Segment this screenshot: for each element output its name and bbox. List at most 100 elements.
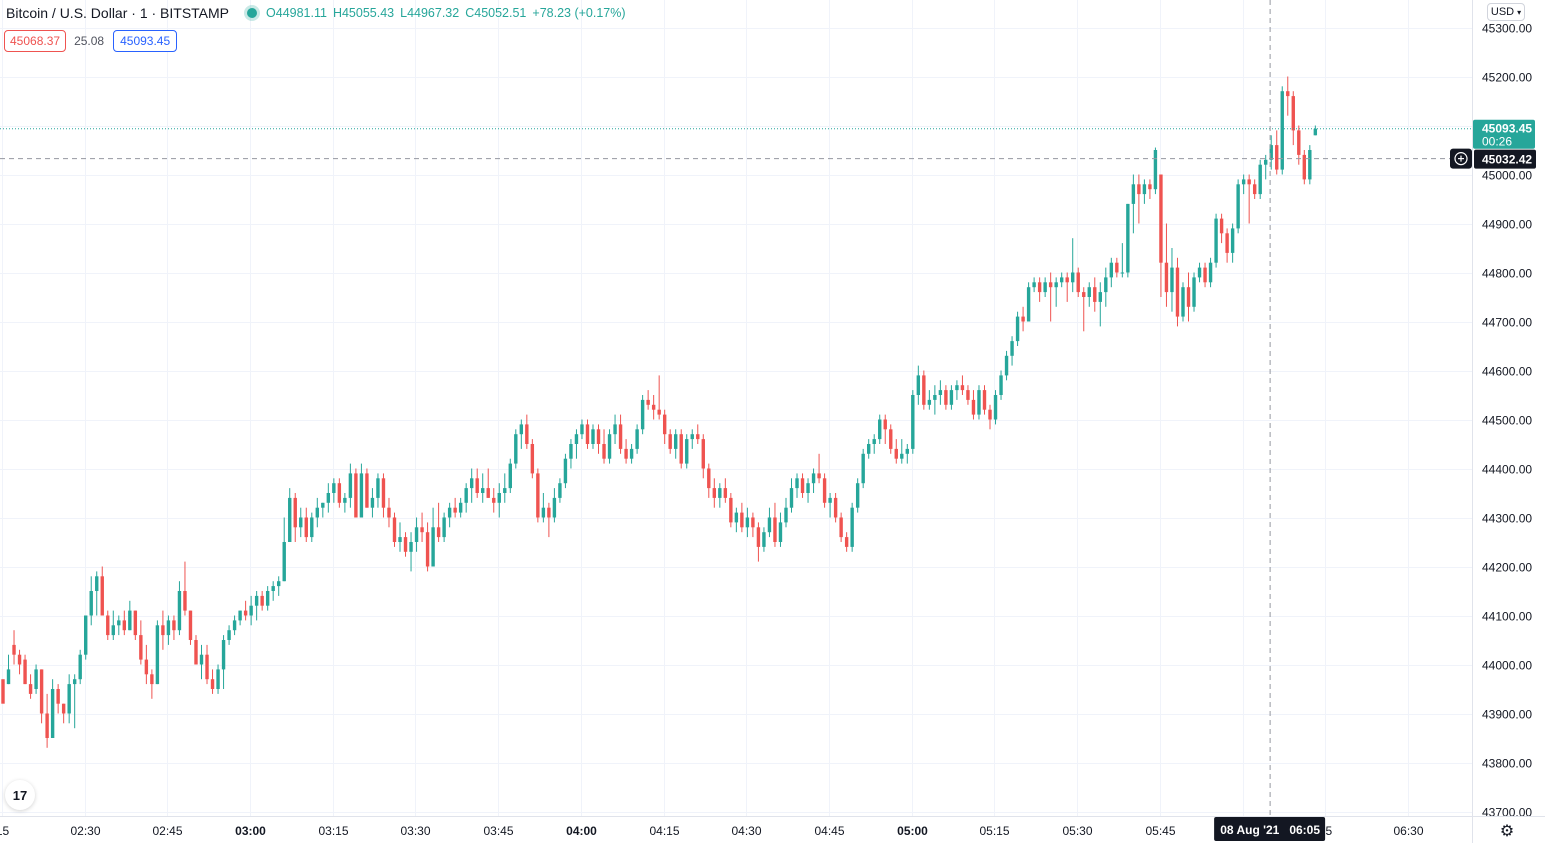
- buy-price-button[interactable]: 45093.45: [113, 30, 178, 52]
- candle: [188, 610, 193, 645]
- candle: [960, 375, 965, 395]
- time-axis[interactable]: 15 02:30 02:45 03:00 03:15 03:30 03:45 04:00 04:…: [0, 816, 1545, 839]
- x-tick-label: 15: [0, 824, 9, 838]
- candle-body: [696, 434, 700, 440]
- candle-body: [376, 478, 380, 498]
- candle-body: [458, 502, 463, 513]
- candle: [23, 654, 27, 685]
- y-tick-label: 43800.00: [1482, 757, 1532, 771]
- candle-body: [591, 429, 595, 444]
- candle: [629, 444, 634, 464]
- candle: [1308, 145, 1312, 185]
- candle: [1286, 76, 1290, 116]
- candle-body: [624, 448, 628, 459]
- candle-body: [265, 591, 270, 606]
- candle: [293, 493, 297, 542]
- candle-body: [310, 517, 314, 538]
- candle: [674, 429, 678, 459]
- candle-body: [188, 610, 193, 640]
- candle-body: [481, 488, 485, 493]
- candle-body: [685, 439, 689, 464]
- candle-body: [1297, 130, 1301, 155]
- y-tick-label: 44500.00: [1482, 414, 1532, 428]
- candle-body: [1087, 287, 1091, 297]
- market-status-dot-icon[interactable]: [247, 8, 258, 18]
- candle-body: [1275, 145, 1279, 170]
- candle-body: [464, 488, 468, 503]
- candle: [6, 654, 11, 685]
- candle-body: [321, 502, 325, 508]
- candle-body: [1181, 287, 1185, 317]
- gear-icon[interactable]: ⚙: [1499, 823, 1515, 840]
- candle-body: [1104, 277, 1108, 293]
- candle-body: [646, 399, 650, 405]
- candle-body: [78, 654, 82, 680]
- y-tick-label: 45000.00: [1482, 169, 1532, 183]
- tradingview-logo-icon[interactable]: 17: [5, 780, 35, 810]
- y-tick-label: 44400.00: [1482, 463, 1532, 477]
- candle: [1120, 243, 1125, 278]
- candle: [265, 586, 270, 611]
- candle: [1291, 91, 1295, 146]
- candle: [84, 615, 88, 660]
- candle: [602, 429, 606, 464]
- candle-body: [254, 595, 259, 606]
- candle: [1048, 272, 1053, 322]
- currency-dropdown[interactable]: USD ▾: [1487, 3, 1525, 21]
- candle: [1148, 179, 1152, 199]
- candle-body: [955, 385, 959, 391]
- candle-body: [1142, 184, 1147, 195]
- candle: [216, 664, 220, 694]
- candle: [464, 483, 468, 513]
- candle: [1247, 174, 1251, 224]
- candle: [751, 512, 755, 538]
- candle-body: [861, 453, 865, 484]
- candle: [872, 434, 876, 454]
- candle: [993, 390, 998, 425]
- crosshair-time-bg: [1214, 817, 1326, 841]
- candle: [679, 429, 683, 469]
- candle: [1269, 135, 1273, 170]
- candle-body: [475, 478, 479, 493]
- candle-body: [690, 434, 694, 440]
- candle-body: [1214, 218, 1218, 263]
- candle: [1142, 179, 1147, 204]
- candle-body: [944, 390, 948, 405]
- candle-body: [701, 439, 705, 469]
- candle: [900, 439, 904, 464]
- x-tick-label: 05:45: [1145, 824, 1175, 838]
- candle: [778, 512, 783, 547]
- candle-body: [745, 517, 750, 528]
- candle: [492, 488, 496, 513]
- candle-body: [911, 395, 915, 449]
- candle-body: [172, 620, 176, 631]
- candle: [95, 571, 99, 616]
- candle: [585, 419, 590, 449]
- candle: [1004, 350, 1009, 381]
- candle: [166, 615, 171, 645]
- candle: [613, 414, 617, 444]
- candle: [1153, 147, 1158, 195]
- candle: [144, 644, 149, 685]
- x-tick-label: 02:45: [152, 824, 182, 838]
- plot-area[interactable]: [0, 0, 1472, 816]
- candle-body: [1247, 179, 1251, 185]
- candle: [381, 473, 386, 518]
- candle: [580, 419, 584, 440]
- symbol-title[interactable]: Bitcoin / U.S. Dollar · 1 · BITSTAMP: [6, 5, 230, 21]
- candle-body: [469, 478, 474, 489]
- legend-open: O44981.11: [266, 6, 327, 20]
- candle: [878, 414, 882, 444]
- candle-body: [740, 512, 744, 528]
- candle-body: [508, 463, 512, 489]
- plus-circle-icon[interactable]: [1450, 148, 1472, 169]
- candle-body: [50, 689, 55, 738]
- candle: [431, 507, 435, 567]
- candle-body: [1186, 287, 1191, 307]
- candle-body: [1148, 184, 1152, 190]
- candle: [254, 591, 259, 621]
- sell-price-button[interactable]: 45068.37: [4, 30, 67, 52]
- candle-body: [398, 537, 402, 542]
